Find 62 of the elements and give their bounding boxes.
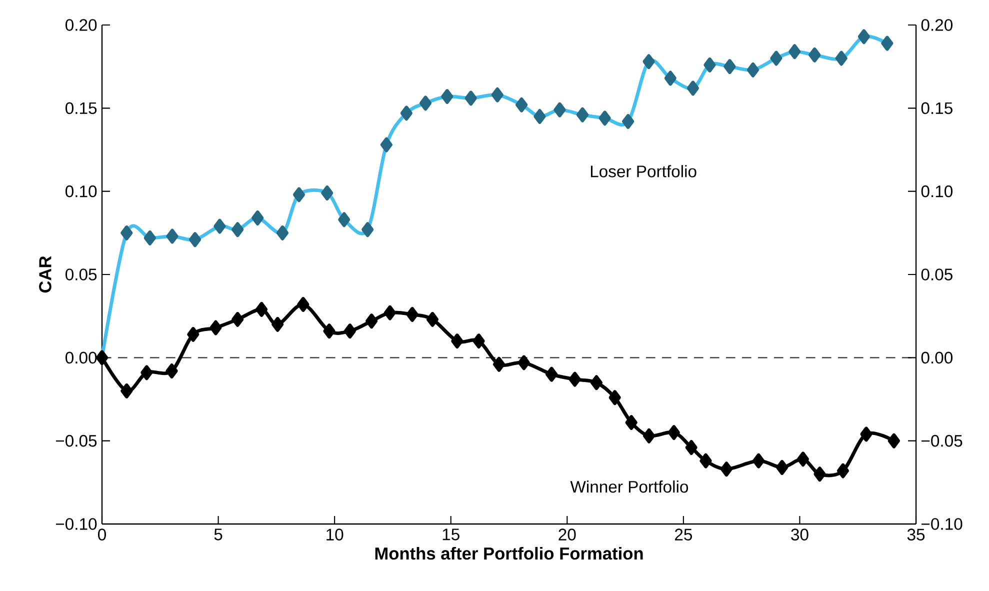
point xyxy=(166,364,178,378)
y2-tick-label: 0.20 xyxy=(921,19,953,31)
point xyxy=(472,334,485,348)
point xyxy=(546,366,558,382)
point xyxy=(625,415,638,430)
point xyxy=(366,314,378,329)
point xyxy=(256,302,268,317)
y2-tick-label: −0.05 xyxy=(922,434,962,447)
point xyxy=(120,383,133,398)
y-tick-label: −0.10 xyxy=(56,518,97,530)
point xyxy=(210,320,222,336)
point xyxy=(700,453,712,468)
point xyxy=(860,426,872,442)
annotation: Winner Portfolio xyxy=(570,480,688,493)
point xyxy=(796,452,810,467)
point xyxy=(814,466,826,482)
x-tick-label: 15 xyxy=(442,528,460,540)
point xyxy=(344,324,356,339)
x-tick-label: 0 xyxy=(98,528,106,540)
point xyxy=(608,390,621,406)
x-tick-label: 20 xyxy=(558,528,576,540)
x-tick-label: 35 xyxy=(907,528,925,540)
y2-tick-label: 0.00 xyxy=(921,352,953,364)
y2-tick-label: 0.05 xyxy=(921,268,952,280)
point xyxy=(668,425,680,440)
point xyxy=(888,433,900,448)
x-axis-title: Months after Portfolio Formation xyxy=(375,546,643,560)
point xyxy=(836,463,850,478)
point xyxy=(492,356,506,372)
y2-tick-label: 0.15 xyxy=(921,102,952,114)
point xyxy=(323,324,336,339)
y-tick-label: 0.15 xyxy=(66,102,97,114)
point xyxy=(406,306,418,322)
point xyxy=(568,372,581,387)
point xyxy=(140,365,153,380)
point xyxy=(518,355,530,370)
y-tick-label: 0.10 xyxy=(66,185,97,198)
point xyxy=(776,460,788,475)
point xyxy=(426,312,439,327)
x-tick-label: 5 xyxy=(214,528,222,540)
point xyxy=(590,375,602,390)
y-tick-label: 0.00 xyxy=(66,352,97,364)
x-tick-label: 10 xyxy=(326,528,344,540)
point xyxy=(384,305,396,320)
point xyxy=(232,312,244,327)
annotation: Loser Portfolio xyxy=(590,165,696,178)
point xyxy=(272,316,284,332)
point xyxy=(187,326,200,342)
y-tick-label: −0.05 xyxy=(56,434,97,447)
point xyxy=(297,296,310,312)
y2-tick-label: 0.10 xyxy=(921,185,953,198)
point xyxy=(685,440,698,455)
x-tick-label: 25 xyxy=(675,528,692,540)
y2-tick-label: −0.10 xyxy=(922,518,962,530)
point xyxy=(451,334,464,348)
point xyxy=(720,462,732,477)
y-tick-label: 0.05 xyxy=(66,268,97,280)
y-tick-label: 0.20 xyxy=(66,19,97,31)
point xyxy=(642,428,656,444)
x-tick-label: 30 xyxy=(791,528,808,540)
y-axis-title: CAR xyxy=(39,256,52,293)
point xyxy=(752,453,765,468)
